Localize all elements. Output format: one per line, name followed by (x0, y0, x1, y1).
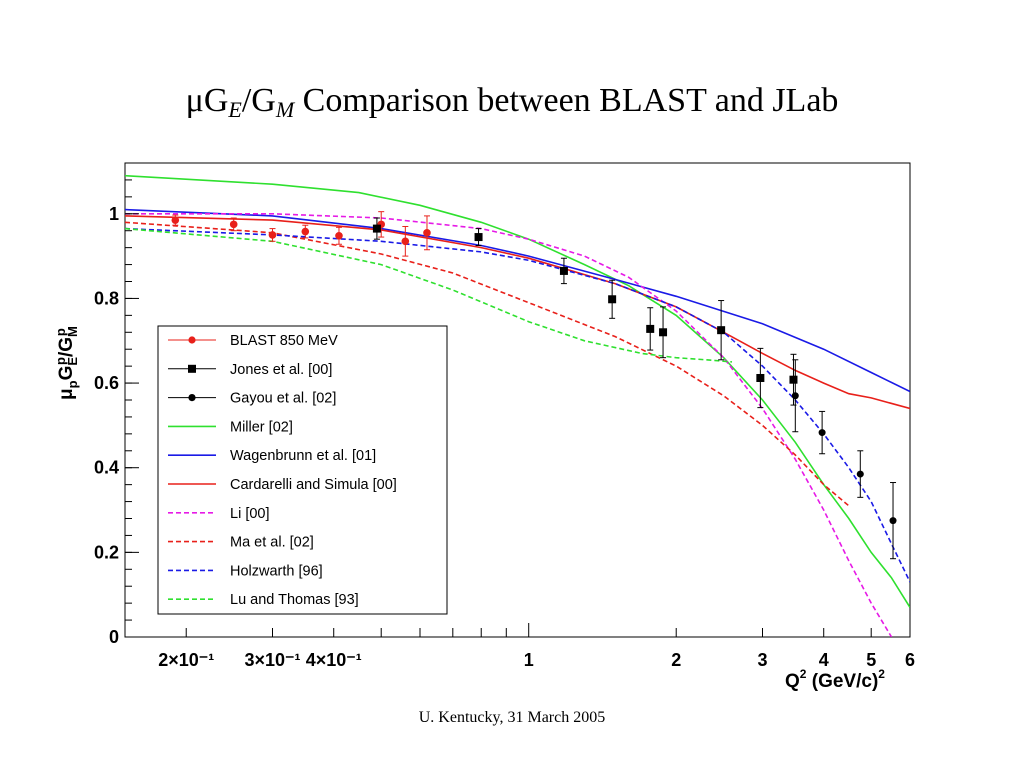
series-line-holzwarth-96 (125, 227, 910, 583)
data-point-blast-850-mev (335, 231, 343, 240)
x-tick-label: 1 (524, 650, 534, 670)
axes-layer: 0 0.2 0.4 0.6 0.8 1 2×10⁻¹ 3×10⁻¹ 4×10⁻¹ 1 2 3 4 5 6 (94, 179, 915, 670)
legend-swatch-marker (188, 336, 196, 344)
data-point-gayou-et-al-02 (791, 392, 799, 400)
y-tick-label: 0.2 (94, 542, 119, 562)
data-point-jones-et-al-00 (659, 328, 668, 337)
legend-label: Gayou et al. [02] (230, 391, 336, 407)
x-tick-label: 5 (866, 650, 876, 670)
x-tick-label: 6 (905, 650, 915, 670)
data-point-blast-850-mev (301, 227, 310, 236)
data-point-jones-et-al-00 (474, 233, 483, 242)
x-tick-label: 2 (671, 650, 681, 670)
legend-label: Wagenbrunn et al. [01] (230, 448, 376, 464)
title-mu-g: μG (185, 82, 229, 119)
data-point-gayou-et-al-02 (818, 429, 826, 437)
legend: BLAST 850 MeV Jones et al. [00] Gayou et a… (157, 325, 448, 615)
data-point-blast-850-mev (423, 229, 431, 237)
data-point-jones-et-al-00 (559, 266, 568, 275)
x-tick-label: 4 (819, 650, 829, 670)
x-tick-label: 3×10⁻¹ (244, 650, 300, 670)
x-tick-label: 2×10⁻¹ (158, 650, 214, 670)
data-point-jones-et-al-00 (646, 324, 655, 333)
data-point-blast-850-mev (229, 220, 238, 229)
data-point-jones-et-al-00 (789, 375, 798, 384)
title-sub-e: E (228, 97, 242, 122)
data-point-jones-et-al-00 (372, 224, 381, 233)
y-axis-title: μpGEp/GMp (53, 326, 80, 400)
y-tick-label: 0 (109, 627, 119, 647)
y-tick-label: 0.8 (94, 288, 119, 308)
x-axis-title-text: Q2 (GeV/c)2 (785, 667, 885, 692)
legend-label: Li [00] (230, 506, 270, 522)
data-point-gayou-et-al-02 (889, 517, 897, 525)
y-axis-title-text: μpGEp/GMp (53, 326, 80, 400)
data-point-gayou-et-al-02 (856, 470, 864, 478)
legend-label: Lu and Thomas [93] (230, 592, 359, 608)
points-layer (171, 211, 897, 560)
y-tick-label: 0.4 (94, 458, 119, 478)
data-point-jones-et-al-00 (717, 326, 726, 335)
series-line-lu-and-thomas-93 (125, 227, 733, 363)
legend-label: Ma et al. [02] (230, 535, 314, 551)
slide-title: μGE/GM Comparison between BLAST and JLab (0, 82, 1024, 123)
y-tick-label: 1 (109, 204, 119, 224)
title-sub-m: M (275, 97, 295, 122)
curves-layer (125, 174, 910, 637)
series-line-miller-02 (125, 174, 910, 608)
y-tick-label: 0.6 (94, 373, 119, 393)
legend-label: BLAST 850 MeV (230, 333, 338, 349)
data-point-blast-850-mev (268, 231, 277, 239)
x-tick-label: 4×10⁻¹ (306, 650, 362, 670)
data-point-jones-et-al-00 (756, 373, 765, 382)
legend-label: Cardarelli and Simula [00] (230, 477, 397, 493)
series-line-ma-et-al-02 (125, 221, 850, 507)
legend-label: Jones et al. [00] (230, 362, 332, 378)
data-point-blast-850-mev (401, 237, 410, 246)
footer-text: U. Kentucky, 31 March 2005 (418, 709, 606, 726)
legend-box (157, 325, 448, 615)
data-point-jones-et-al-00 (608, 295, 617, 304)
legend-swatch-marker (188, 364, 196, 373)
title-slash-g: /G (241, 82, 276, 119)
title-rest: Comparison between BLAST and JLab (294, 82, 839, 119)
x-axis-title: Q2 (GeV/c)2 (785, 667, 885, 692)
data-point-blast-850-mev (171, 216, 180, 224)
legend-label: Holzwarth [96] (230, 563, 323, 579)
series-line-wagenbrunn-et-al-01 (125, 208, 910, 393)
x-tick-label: 3 (757, 650, 767, 670)
legend-label: Miller [02] (230, 419, 293, 435)
legend-swatch-marker (188, 394, 196, 402)
series-line-li-00 (125, 213, 893, 637)
